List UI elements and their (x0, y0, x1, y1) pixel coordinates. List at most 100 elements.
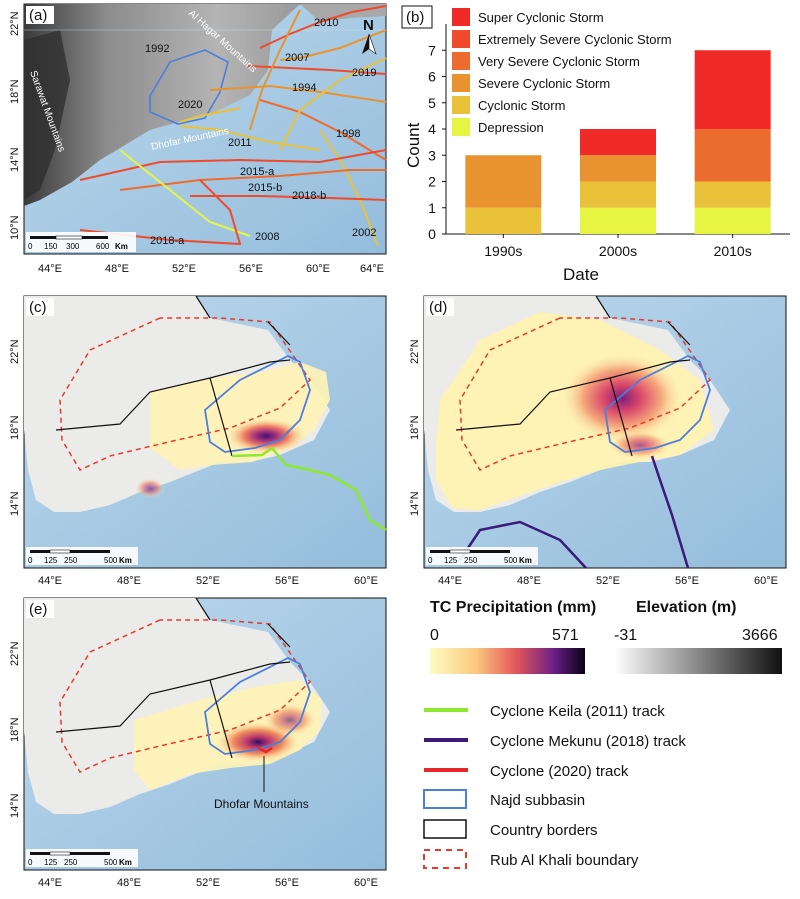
y-tick-label: 0 (428, 226, 436, 242)
svg-text:18°N: 18°N (9, 415, 21, 440)
svg-text:N: N (363, 17, 374, 34)
panel-e-label-box (26, 600, 54, 618)
panel-a-year-labels: 2010 1992 2007 2019 1994 2020 1998 2011 … (145, 17, 376, 247)
svg-text:Km: Km (119, 858, 132, 867)
svg-text:500: 500 (104, 556, 118, 565)
svg-text:500: 500 (504, 556, 518, 565)
year-label: 1992 (145, 43, 169, 55)
panel-e-scalebar: 0 125 250 500 Km (26, 849, 138, 867)
panel-c-scalebar: 0 125 250 500 Km (26, 547, 138, 565)
year-label: 2011 (228, 137, 252, 149)
legend-label: Cyclonic Storm (478, 98, 565, 113)
panel-d-label-box (426, 298, 454, 316)
legend-keila-label: Cyclone Keila (2011) track (490, 703, 665, 720)
svg-text:48°E: 48°E (517, 575, 541, 587)
panel-d-lon-ticks: 44°E 48°E 52°E 56°E 60°E (438, 575, 778, 587)
panel-b-label: (b) (406, 9, 424, 26)
panel-a-scalebar: 0 150 300 600 Km (26, 232, 136, 252)
panel-e-label: (e) (29, 601, 47, 618)
svg-text:60°E: 60°E (354, 575, 378, 587)
panel-d-scalebar: 0 125 250 500 Km (426, 547, 538, 565)
svg-text:18°N: 18°N (9, 717, 21, 742)
svg-text:18°N: 18°N (409, 415, 421, 440)
x-tick-label: 2010s (714, 243, 752, 259)
svg-text:0: 0 (28, 556, 33, 565)
map-legend: TC Precipitation (mm) 0 571 Elevation (m… (423, 599, 782, 869)
legend-2020-label: Cyclone (2020) track (490, 763, 629, 780)
panel-a-lat-ticks: 22°N 18°N 14°N 10°N (9, 11, 21, 240)
track-2018b (190, 195, 387, 201)
year-label: 2007 (285, 52, 309, 64)
elev-colorbar-max: 3666 (742, 627, 778, 644)
track-2018a (79, 179, 242, 246)
legend-swatch (452, 30, 470, 48)
bar-segment (694, 129, 771, 182)
svg-text:48°E: 48°E (117, 575, 141, 587)
panel-e-borders (55, 597, 291, 759)
bar-segment (580, 155, 656, 182)
panel-e: Dhofar Mountains (e) 0 125 250 500 Km 22… (9, 597, 387, 889)
svg-text:125: 125 (44, 556, 58, 565)
svg-text:48°E: 48°E (117, 877, 141, 889)
year-label: 2010 (314, 17, 338, 29)
panel-e-lat-ticks: 22°N 18°N 14°N (9, 641, 21, 818)
year-label: 2015-b (248, 182, 282, 194)
track-2007 (279, 29, 387, 61)
panel-c-keila-track (231, 446, 387, 532)
bar-segment (694, 50, 771, 129)
year-label: 2008 (255, 231, 279, 243)
svg-text:52°E: 52°E (196, 575, 220, 587)
panel-a-dark-mountains (24, 30, 70, 200)
year-label: 2019 (352, 67, 376, 79)
north-arrow-icon: N (362, 17, 377, 55)
panel-b: (b) 0 1 2 3 4 5 6 7 1990s 2000s 2010s Super Cyclon… (401, 5, 790, 284)
svg-text:500: 500 (104, 858, 118, 867)
panel-d: (d) 0 125 250 500 Km 22°N 18°N 14°N 44°E… (409, 295, 787, 587)
svg-text:18°N: 18°N (9, 79, 21, 104)
svg-text:56°E: 56°E (675, 575, 699, 587)
x-tick-label: 1990s (484, 243, 522, 259)
svg-text:250: 250 (64, 556, 78, 565)
year-label: 2018-b (292, 190, 326, 202)
panel-d-rub-al-khali (459, 317, 711, 471)
y-tick-label: 2 (428, 174, 436, 190)
bar-segment (694, 181, 771, 208)
year-label: 1998 (336, 128, 360, 140)
svg-text:250: 250 (64, 858, 78, 867)
panel-b-label-box (401, 5, 433, 29)
y-tick-label: 5 (428, 95, 436, 111)
year-label: 2002 (352, 227, 376, 239)
svg-text:60°E: 60°E (354, 877, 378, 889)
svg-text:64°E: 64°E (360, 263, 384, 275)
svg-text:14°N: 14°N (9, 147, 21, 172)
svg-text:Km: Km (119, 556, 132, 565)
svg-text:22°N: 22°N (9, 641, 21, 666)
panel-e-lon-ticks: 44°E 48°E 52°E 56°E 60°E (38, 877, 378, 889)
y-tick-label: 1 (428, 200, 436, 216)
precip-colorbar (430, 648, 585, 674)
panel-e-2020-track (257, 746, 273, 754)
svg-text:52°E: 52°E (172, 263, 196, 275)
svg-text:0: 0 (28, 858, 33, 867)
panel-c-lat-ticks: 22°N 18°N 14°N (9, 339, 21, 516)
legend-swatch (452, 96, 470, 114)
svg-text:44°E: 44°E (38, 575, 62, 587)
track-2015b (119, 169, 386, 191)
y-tick-label: 3 (428, 147, 436, 163)
legend-borders-label: Country borders (490, 822, 598, 839)
chart-axes: 0 1 2 3 4 5 6 7 1990s 2000s 2010s (428, 24, 790, 259)
legend-borders-swatch (423, 819, 467, 839)
panel-d-label: (d) (429, 299, 447, 316)
panel-e-rub-al-khali (59, 619, 311, 773)
bar-segment (580, 129, 656, 156)
panel-d-najd (604, 354, 711, 453)
svg-text:Km: Km (519, 556, 532, 565)
legend-label: Super Cyclonic Storm (478, 10, 604, 25)
track-2015a (79, 149, 387, 181)
bar-segment (465, 155, 542, 208)
track-2011 (179, 125, 321, 151)
legend-label: Depression (478, 120, 544, 135)
elev-colorbar-title: Elevation (m) (636, 599, 736, 616)
panel-c-precip-west (135, 478, 165, 498)
svg-text:14°N: 14°N (9, 793, 21, 818)
